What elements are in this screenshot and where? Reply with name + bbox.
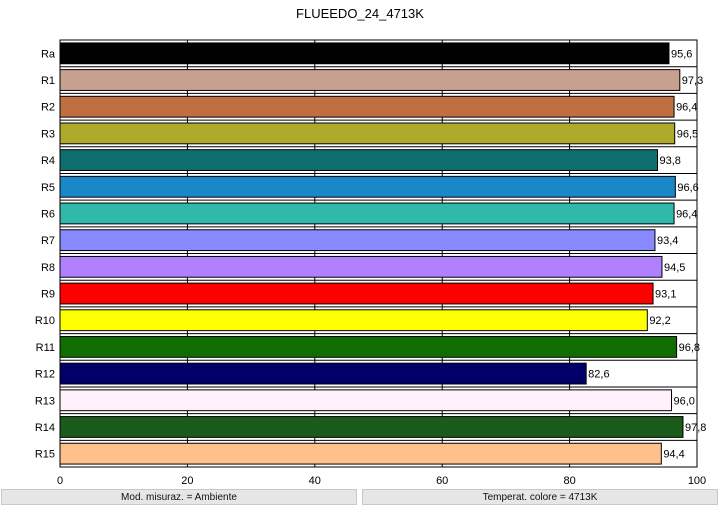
value-label-r1: 97,3 bbox=[682, 75, 703, 87]
bar-r5 bbox=[59, 175, 676, 198]
bar-r9 bbox=[59, 282, 654, 305]
category-label-r14: R14 bbox=[35, 422, 55, 434]
bar-r8 bbox=[59, 255, 663, 278]
chart-title: FLUEEDO_24_4713K bbox=[296, 6, 424, 21]
category-label-r13: R13 bbox=[35, 395, 55, 407]
category-label-r4: R4 bbox=[41, 155, 55, 167]
x-tick-label-80: 80 bbox=[563, 475, 575, 487]
x-tick-labels: 0 20 40 60 80 100 bbox=[57, 475, 706, 487]
value-label-r3: 96,5 bbox=[677, 128, 698, 140]
category-label-r9: R9 bbox=[41, 289, 55, 301]
bar-r11 bbox=[59, 335, 678, 358]
bar-r13 bbox=[59, 389, 673, 412]
category-label-r8: R8 bbox=[41, 262, 55, 274]
measure-mode-status: Mod. misuraz. = Ambiente bbox=[1, 489, 357, 505]
value-label-r7: 93,4 bbox=[657, 235, 678, 247]
category-label-r5: R5 bbox=[41, 182, 55, 194]
bars bbox=[59, 42, 684, 465]
category-label-r15: R15 bbox=[35, 449, 55, 461]
value-label-r15: 94,4 bbox=[663, 449, 684, 461]
x-tick-label-40: 40 bbox=[309, 475, 321, 487]
bar-r10 bbox=[59, 309, 648, 332]
value-label-r8: 94,5 bbox=[664, 262, 685, 274]
category-label-r10: R10 bbox=[35, 315, 55, 327]
value-label-r11: 96,8 bbox=[679, 342, 700, 354]
x-tick-label-0: 0 bbox=[57, 475, 63, 487]
x-tick-label-20: 20 bbox=[181, 475, 193, 487]
x-tick-label-100: 100 bbox=[688, 475, 706, 487]
bar-r15 bbox=[59, 442, 662, 465]
category-label-ra: Ra bbox=[41, 48, 56, 60]
bar-ra bbox=[59, 42, 670, 65]
category-label-r3: R3 bbox=[41, 128, 55, 140]
category-label-r11: R11 bbox=[36, 342, 55, 354]
bar-r6 bbox=[59, 202, 675, 225]
value-labels: 95,6 97,3 96,4 96,5 93,8 96,6 96,4 93,4 94,5 93,1… bbox=[588, 48, 706, 460]
grid-lines bbox=[59, 40, 698, 467]
bar-r14 bbox=[59, 416, 684, 438]
x-tick-label-60: 60 bbox=[436, 475, 448, 487]
plot-frame bbox=[59, 39, 698, 468]
value-label-r13: 96,0 bbox=[674, 395, 695, 407]
value-label-ra: 95,6 bbox=[671, 48, 692, 60]
bar-chart: Ra R1 R2 R3 R4 R5 R6 R7 R8 R9 R10 R11 R12 R13 R14 R15 9… bbox=[35, 39, 706, 487]
category-label-r1: R1 bbox=[41, 75, 55, 87]
category-label-r12: R12 bbox=[35, 369, 55, 381]
bar-r12 bbox=[59, 362, 587, 385]
value-label-r12: 82,6 bbox=[588, 369, 609, 381]
bar-r3 bbox=[59, 122, 676, 145]
category-label-r2: R2 bbox=[41, 102, 55, 114]
status-bar: Mod. misuraz. = Ambiente Temperat. color… bbox=[0, 488, 720, 507]
value-label-r6: 96,4 bbox=[676, 208, 697, 220]
category-label-r6: R6 bbox=[41, 208, 55, 220]
color-temp-status: Temperat. colore = 4713K bbox=[362, 489, 718, 505]
value-label-r4: 93,8 bbox=[660, 155, 681, 167]
category-label-r7: R7 bbox=[41, 235, 55, 247]
value-label-r10: 92,2 bbox=[649, 315, 670, 327]
bar-r1 bbox=[59, 69, 681, 91]
category-labels: Ra R1 R2 R3 R4 R5 R6 R7 R8 R9 R10 R11 R12 R13 R14 R15 bbox=[35, 48, 56, 460]
bar-r4 bbox=[59, 149, 659, 172]
value-label-r5: 96,6 bbox=[677, 182, 698, 194]
value-label-r2: 96,4 bbox=[676, 102, 697, 114]
value-label-r14: 97,8 bbox=[685, 422, 706, 434]
bar-r7 bbox=[59, 229, 656, 252]
bar-r2 bbox=[59, 95, 675, 118]
plot-border bbox=[59, 39, 698, 468]
value-label-r9: 93,1 bbox=[655, 289, 676, 301]
